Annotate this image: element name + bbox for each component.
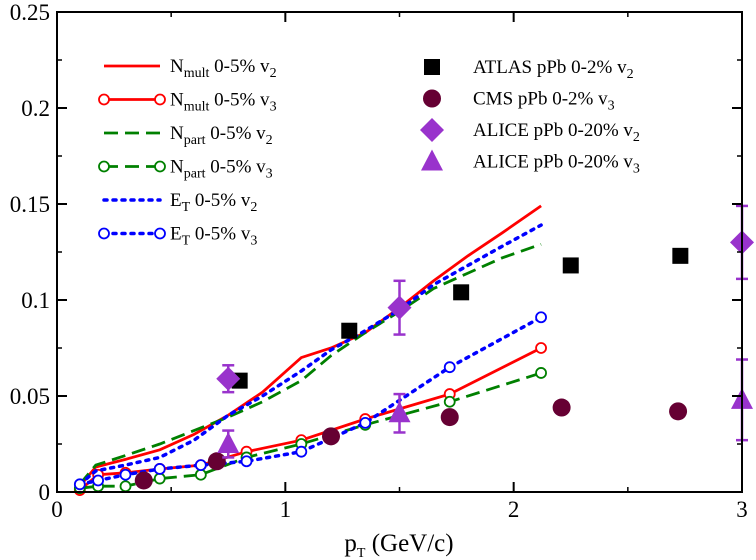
y-tick-label: 0: [39, 480, 51, 505]
data-point: [669, 402, 688, 421]
legend-layer: Nmult 0-5% v2 Nmult 0-5% v3 Npart 0-5% v2 N…: [98, 56, 640, 249]
legend-item: Nmult 0-5% v2: [104, 56, 277, 81]
legend-marker: [423, 89, 441, 108]
legend-item: CMS pPb 0-2% v3: [423, 89, 615, 114]
data-point: [440, 408, 459, 427]
legend-label: Npart 0-5% v3: [170, 157, 273, 182]
data-point: [359, 416, 372, 429]
y-tick-label: 0.15: [10, 192, 50, 217]
data-point: [73, 478, 86, 491]
legend-marker: [424, 59, 440, 75]
data-point: [443, 361, 456, 374]
x-tick-label: 2: [508, 497, 520, 522]
data-point: [194, 468, 207, 481]
data-point: [207, 452, 226, 471]
data-point: [535, 342, 547, 354]
series-line: [78, 223, 543, 487]
legend-marker: [154, 227, 166, 240]
legend-item: ALICE pPb 0-20% v2: [420, 118, 640, 145]
legend-item: Npart 0-5% v3: [98, 157, 273, 182]
legend-label: ATLAS pPb 0-2% v2: [473, 57, 634, 82]
data-point: [322, 427, 340, 446]
x-tick-label: 0: [51, 497, 63, 522]
series-0: [78, 204, 542, 488]
data-point: [295, 445, 308, 458]
series-layer: [73, 204, 754, 496]
experiment-series-2: [216, 204, 754, 394]
data-point: [562, 257, 579, 274]
legend-label: Npart 0-5% v2: [170, 123, 273, 148]
legend-marker: [98, 227, 110, 240]
legend-label: CMS pPb 0-2% v3: [473, 89, 615, 114]
legend-label: ALICE pPb 0-20% v2: [473, 120, 640, 145]
x-tick-label: 3: [736, 497, 748, 522]
legend-label: ET 0-5% v3: [170, 224, 257, 249]
ticks-layer: 0 1 2 3 0 0.05 0.1 0.15 0.2 0.25: [10, 0, 748, 522]
legend-theory: Nmult 0-5% v2 Nmult 0-5% v3 Npart 0-5% v2 N…: [98, 56, 277, 249]
data-point: [216, 366, 241, 391]
legend-label: Nmult 0-5% v3: [170, 90, 277, 115]
legend-item: Npart 0-5% v2: [104, 123, 273, 148]
y-tick-label: 0.25: [10, 0, 50, 25]
data-point: [119, 480, 132, 493]
legend-marker: [98, 160, 110, 173]
legend-label: Nmult 0-5% v2: [170, 56, 277, 81]
data-point: [153, 463, 166, 475]
y-tick-label: 0.2: [21, 96, 50, 121]
y-tick-label: 0.05: [10, 384, 50, 409]
x-axis-label: pT (GeV/c): [344, 530, 453, 560]
legend-item: ATLAS pPb 0-2% v2: [424, 57, 634, 82]
legend-marker: [154, 93, 166, 106]
data-point: [119, 468, 132, 481]
data-point: [153, 472, 166, 485]
data-point: [535, 367, 547, 379]
legend-marker: [420, 118, 444, 142]
legend-item: Nmult 0-5% v3: [98, 90, 277, 115]
legend-label: ET 0-5% v2: [170, 190, 257, 215]
series-line: [78, 204, 542, 488]
y-tick-label: 0.1: [21, 288, 50, 313]
series-line: [78, 346, 542, 492]
data-point: [388, 401, 411, 423]
legend-item: ET 0-5% v2: [102, 190, 257, 215]
legend-marker: [154, 160, 166, 173]
data-point: [672, 247, 689, 264]
data-point: [92, 474, 104, 487]
data-point: [443, 395, 456, 408]
legend-experiment: ATLAS pPb 0-2% v2 CMS pPb 0-2% v3 ALICE pP…: [420, 57, 640, 177]
experiment-series-1: [134, 398, 688, 490]
data-point: [240, 455, 253, 468]
data-point: [134, 471, 153, 490]
series-5: [73, 311, 547, 491]
data-point: [217, 432, 240, 453]
legend-marker: [421, 149, 443, 171]
data-point: [194, 459, 207, 472]
series-2: [78, 242, 542, 486]
data-point: [453, 284, 470, 301]
data-point: [387, 295, 412, 320]
data-point: [341, 322, 358, 339]
x-tick-label: 1: [280, 497, 292, 522]
series-line: [79, 371, 542, 490]
legend-label: ALICE pPb 0-20% v3: [473, 152, 640, 177]
data-point: [552, 398, 571, 417]
data-point: [535, 311, 547, 324]
series-line: [78, 242, 542, 486]
legend-marker: [98, 93, 110, 106]
series-4: [78, 223, 543, 487]
legend-item: ALICE pPb 0-20% v3: [421, 149, 640, 177]
legend-item: ET 0-5% v3: [98, 224, 257, 249]
